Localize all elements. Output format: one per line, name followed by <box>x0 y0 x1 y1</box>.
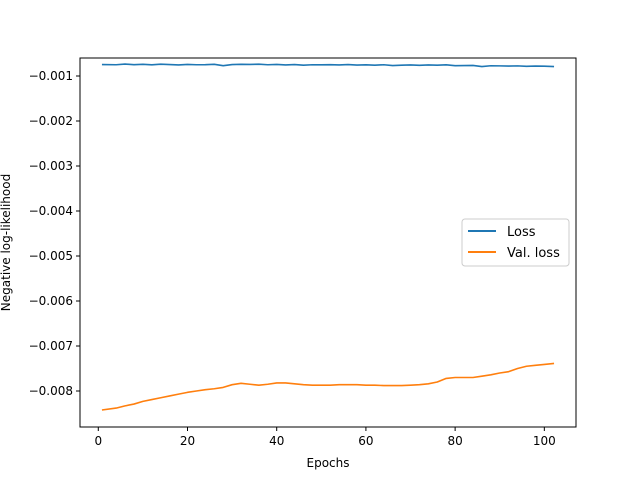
y-axis-title: Negative log-likelihood <box>0 174 13 311</box>
y-tick-label: −0.003 <box>29 159 73 173</box>
x-tick-label: 100 <box>533 434 556 448</box>
x-axis: 0 20 40 60 80 100 <box>94 427 556 448</box>
y-tick-label: −0.004 <box>29 204 73 218</box>
y-axis: −0.001 −0.002 −0.003 −0.004 −0.005 −0.006 −0.0… <box>29 69 80 398</box>
series-line-val-loss <box>101 362 555 411</box>
legend-label-loss: Loss <box>507 225 536 240</box>
legend-label-val-loss: Val. loss <box>507 246 560 261</box>
x-tick-label: 60 <box>358 434 373 448</box>
y-tick-label: −0.005 <box>29 249 73 263</box>
y-tick-label: −0.008 <box>29 384 73 398</box>
series-line-loss <box>101 63 555 68</box>
y-tick-label: −0.007 <box>29 339 73 353</box>
x-tick-label: 40 <box>269 434 284 448</box>
series-layer <box>101 63 555 411</box>
x-tick-label: 0 <box>94 434 102 448</box>
x-axis-title: Epochs <box>307 456 350 470</box>
x-tick-label: 80 <box>447 434 462 448</box>
x-tick-label: 20 <box>180 434 195 448</box>
y-tick-label: −0.006 <box>29 294 73 308</box>
y-tick-label: −0.002 <box>29 114 73 128</box>
y-tick-label: −0.001 <box>29 69 73 83</box>
legend: Loss Val. loss <box>461 218 570 267</box>
plot-frame <box>79 57 577 428</box>
